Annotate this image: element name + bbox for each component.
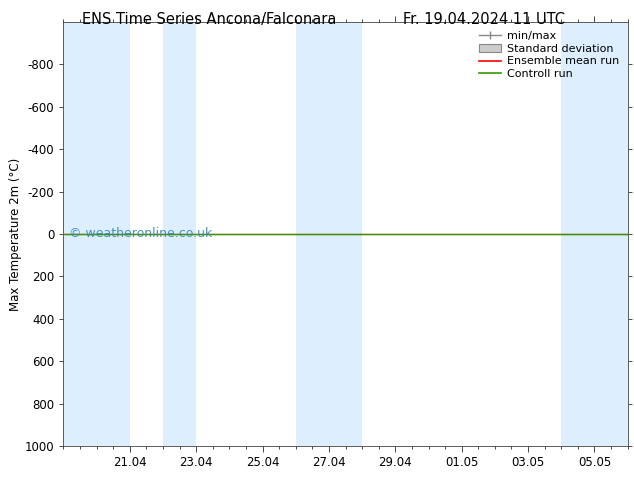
Text: Fr. 19.04.2024 11 UTC: Fr. 19.04.2024 11 UTC (403, 12, 565, 27)
Y-axis label: Max Temperature 2m (°C): Max Temperature 2m (°C) (9, 157, 22, 311)
Legend: min/max, Standard deviation, Ensemble mean run, Controll run: min/max, Standard deviation, Ensemble me… (476, 27, 622, 83)
Bar (63, 22, 130, 446)
Bar (561, 22, 628, 446)
Text: © weatheronline.co.uk: © weatheronline.co.uk (69, 227, 212, 241)
Text: ENS Time Series Ancona/Falconara: ENS Time Series Ancona/Falconara (82, 12, 337, 27)
Bar (295, 22, 362, 446)
Bar (163, 22, 196, 446)
